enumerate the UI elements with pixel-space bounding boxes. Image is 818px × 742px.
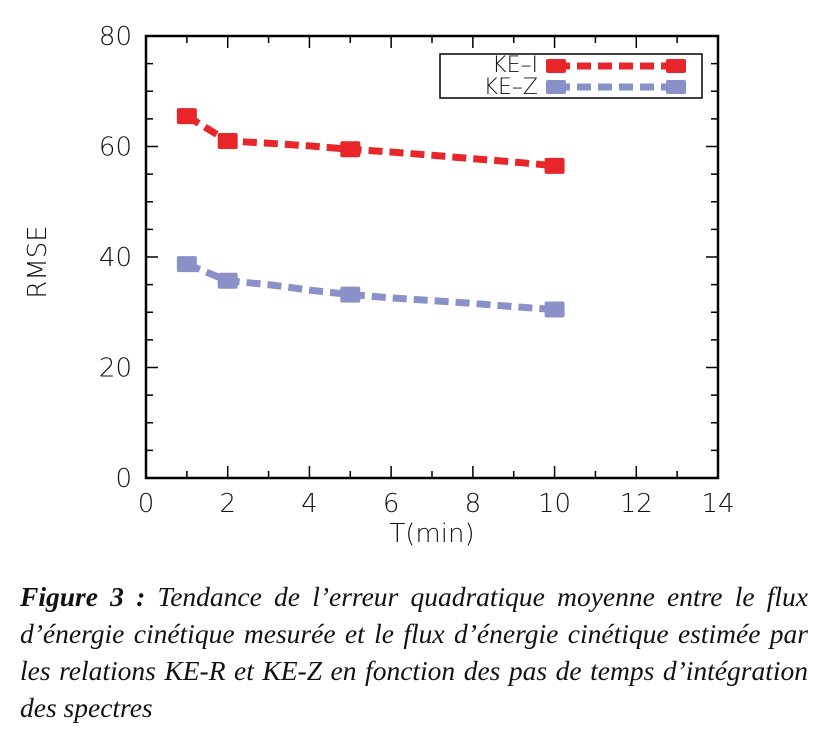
caption-text: Tendance de l’erreur quadratique moyenne… bbox=[20, 581, 808, 723]
series-marker bbox=[340, 286, 361, 303]
x-tick-label: 4 bbox=[301, 489, 318, 519]
x-tick-label: 14 bbox=[701, 489, 734, 519]
legend-swatch-marker bbox=[546, 80, 566, 94]
legend-swatch-marker bbox=[546, 59, 566, 73]
legend-box bbox=[439, 53, 703, 99]
x-tick-labels: 0 2 4 6 8 10 12 14 bbox=[138, 489, 735, 519]
y-tick-label: 20 bbox=[99, 354, 132, 384]
x-tick-label: 8 bbox=[465, 489, 482, 519]
x-tick-label: 6 bbox=[383, 489, 400, 519]
series-line-0 bbox=[185, 113, 555, 170]
series-marker bbox=[217, 132, 238, 149]
x-tick-label: 12 bbox=[620, 489, 653, 519]
figure-caption: Figure 3 : Tendance de l’erreur quadrati… bbox=[20, 578, 808, 726]
series-marker bbox=[176, 108, 197, 125]
legend-label-ke-i: KE–I bbox=[492, 53, 538, 78]
plot-area-frame bbox=[144, 34, 720, 480]
legend-swatch-marker bbox=[666, 59, 686, 73]
rmse-line-chart: 0 2 4 6 8 10 12 14 0 20 40 60 80 T(min) RMSE KE–I K… bbox=[23, 22, 735, 549]
series-marker bbox=[544, 157, 565, 174]
axis-ticks bbox=[145, 35, 719, 479]
legend: KE–I KE–Z bbox=[439, 53, 703, 100]
caption-lead: Figure 3 : bbox=[20, 581, 146, 612]
y-tick-label: 60 bbox=[99, 133, 132, 163]
y-tick-label: 0 bbox=[115, 464, 132, 494]
y-axis-title: RMSE bbox=[23, 225, 53, 298]
x-axis-title: T(min) bbox=[389, 519, 474, 549]
x-tick-label: 10 bbox=[538, 489, 571, 519]
series-marker bbox=[176, 256, 197, 273]
x-tick-label: 2 bbox=[219, 489, 236, 519]
legend-label-ke-z: KE–Z bbox=[484, 75, 538, 100]
legend-swatch-marker bbox=[666, 80, 686, 94]
series-marker bbox=[544, 301, 565, 318]
series-marker bbox=[340, 141, 361, 158]
x-tick-label: 0 bbox=[138, 489, 155, 519]
series-layer bbox=[176, 108, 565, 318]
y-tick-label: 80 bbox=[99, 22, 132, 52]
y-tick-label: 40 bbox=[99, 243, 132, 273]
series-marker bbox=[217, 272, 238, 289]
legend-swatches bbox=[546, 59, 686, 94]
series-line-1 bbox=[185, 260, 555, 313]
y-tick-labels: 0 20 40 60 80 bbox=[99, 22, 132, 494]
